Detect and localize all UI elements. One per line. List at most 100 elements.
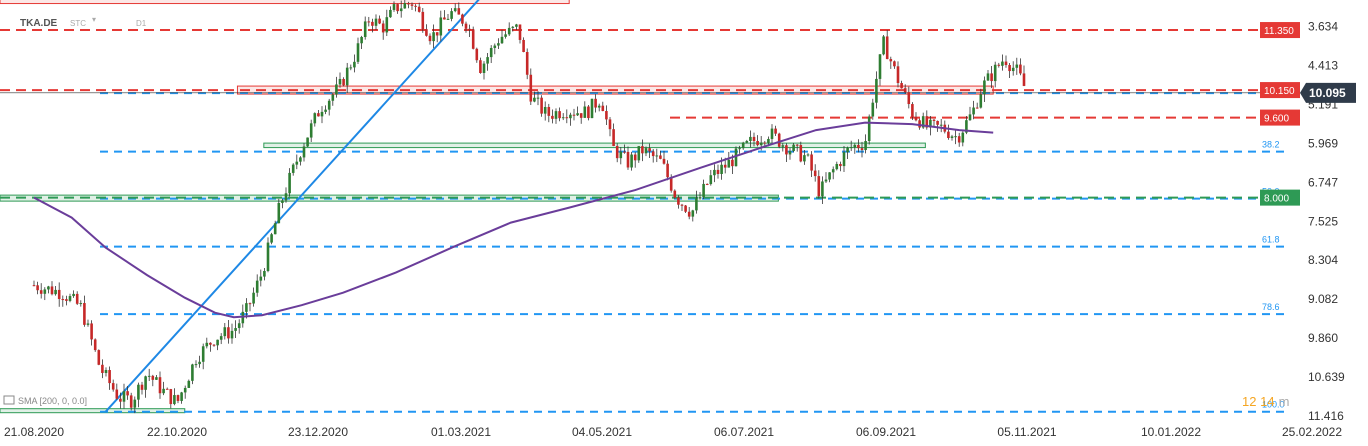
candle-body-30	[140, 384, 144, 390]
candle-body-135	[518, 24, 522, 40]
candle-body-267	[993, 64, 997, 82]
candle-body-45	[194, 364, 198, 366]
candle-body-63	[259, 276, 263, 281]
candle-body-89	[353, 61, 356, 68]
candle-body-227	[849, 147, 853, 149]
candle-body-71	[288, 172, 291, 194]
candle-body-38	[169, 389, 173, 405]
candle-body-205	[770, 128, 774, 139]
candle-body-187	[705, 183, 709, 185]
y-tick-label-7: 5.969	[1308, 136, 1338, 150]
candle-body-190	[716, 169, 720, 174]
candle-body-224	[839, 163, 842, 167]
candle-body-22	[111, 383, 115, 390]
y-tick-label-0: 11.416	[1308, 409, 1344, 423]
candle-body-189	[713, 169, 716, 176]
candle-body-65	[266, 242, 270, 271]
candle-body-226	[846, 147, 849, 153]
trendline	[104, 0, 480, 413]
y-tick-label-1: 10.639	[1308, 370, 1345, 384]
candle-body-250	[932, 119, 936, 121]
candle-body-107	[417, 6, 421, 12]
candle-body-228	[853, 144, 857, 148]
candle-body-91	[360, 36, 363, 44]
candle-body-202	[759, 142, 763, 146]
candle-body-169	[641, 146, 644, 154]
candle-body-182	[687, 211, 691, 217]
candle-body-148	[565, 117, 569, 119]
candle-body-234	[875, 78, 878, 103]
x-tick-label-4: 04.05.2021	[572, 425, 632, 439]
candle-body-229	[857, 144, 860, 149]
candle-body-78	[313, 113, 317, 124]
candle-body-236	[882, 36, 885, 55]
candle-body-64	[263, 270, 266, 277]
level-tag-9.600	[1260, 109, 1300, 126]
candle-body-74	[299, 157, 302, 162]
candle-body-184	[695, 198, 698, 211]
candle-body-150	[572, 114, 576, 116]
candle-body-154	[587, 106, 590, 119]
candle-body-233	[871, 102, 875, 117]
x-tick-label-9: 25.02.2022	[1282, 425, 1342, 439]
candle-body-115	[446, 18, 450, 20]
candle-body-274	[1019, 64, 1022, 74]
candle-body-197	[741, 142, 745, 149]
candle-body-195	[734, 148, 738, 167]
watermark-logo: 12 14 m	[1242, 394, 1289, 409]
candle-body-5	[50, 286, 54, 295]
indicator-icon	[3, 395, 15, 405]
current-price-label: 10.095	[1309, 86, 1346, 100]
level-tag-label-9.600: 9.600	[1264, 114, 1289, 125]
candle-body-158	[601, 105, 605, 112]
zone-layer	[0, 0, 994, 414]
level-tag-11.350	[1260, 22, 1300, 39]
candle-body-140	[536, 97, 540, 99]
candle-body-192	[723, 164, 727, 168]
candle-body-43	[187, 380, 191, 388]
zone-support-2	[263, 142, 926, 149]
candle-body-17	[93, 339, 97, 351]
candle-body-137	[525, 51, 529, 75]
candle-body-260	[968, 114, 972, 121]
candle-body-3	[43, 289, 47, 294]
candle-body-223	[835, 163, 839, 170]
level-tag-label-10.150: 10.150	[1264, 86, 1295, 97]
candle-body-53	[223, 327, 227, 337]
candle-body-240	[896, 66, 900, 84]
candle-body-69	[281, 200, 284, 203]
candle-body-10	[68, 296, 72, 301]
candle-body-153	[583, 106, 587, 118]
x-axis: 21.08.2020 22.10.2020 23.12.2020 01.03.2021…	[4, 425, 1342, 439]
candle-body-222	[831, 169, 835, 173]
candle-body-29	[137, 384, 140, 400]
candle-body-261	[972, 107, 975, 115]
indicator-legend[interactable]: SMA [200, 0, 0.0]	[3, 395, 87, 406]
timeframe-chevron-icon[interactable]: ▾	[92, 15, 96, 24]
candle-body-112	[435, 32, 439, 36]
candle-body-171	[648, 148, 651, 152]
y-tick-label-2: 9.860	[1308, 331, 1338, 345]
candle-body-101	[396, 4, 399, 12]
candle-body-46	[198, 361, 201, 365]
candle-body-14	[83, 303, 86, 325]
candle-body-136	[522, 39, 525, 52]
candle-body-248	[925, 116, 929, 128]
candle-body-144	[551, 115, 554, 119]
candle-body-130	[500, 36, 504, 44]
candle-body-103	[403, 3, 407, 9]
candle-body-170	[644, 148, 648, 154]
candle-body-161	[612, 129, 615, 146]
candle-body-79	[317, 113, 320, 117]
candle-body-77	[309, 123, 313, 138]
candle-body-41	[180, 392, 183, 401]
candle-body-28	[133, 399, 137, 408]
candle-body-211	[792, 144, 795, 152]
candle-body-181	[684, 205, 687, 212]
candle-body-269	[1001, 61, 1004, 66]
timeframe-label: D1	[136, 19, 147, 28]
y-axis: 11.416 10.639 9.860 9.082 8.304 7.525 6.747 5.9…	[1300, 20, 1356, 423]
candle-body-147	[561, 117, 565, 119]
candle-body-13	[79, 303, 83, 305]
